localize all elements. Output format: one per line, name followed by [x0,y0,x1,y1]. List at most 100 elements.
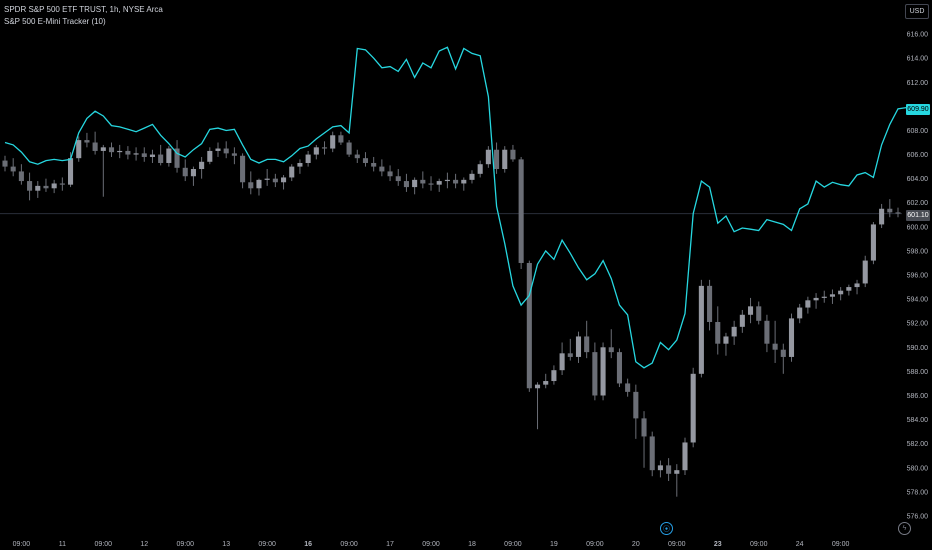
candle-body [117,150,123,153]
candle-body [846,287,852,291]
candle-body [27,181,33,191]
x-tick-label: 11 [59,541,66,548]
candle-body [797,307,803,319]
candle-body [354,154,360,159]
time-axis[interactable]: 09:00 11 09:00 12 09:00 13 09:00 16 09:00 17 09:00… [13,541,850,548]
indicator-legend[interactable]: S&P 500 E-Mini Tracker (10) [4,17,106,26]
y-tick-label: 596.00 [907,273,929,280]
candle-body [272,178,278,183]
candle-body [321,147,328,149]
candle-body [84,140,90,143]
candle-body [256,179,262,189]
current-price-tag: 601.10 [906,210,930,221]
candle-body [780,349,786,357]
candlestick-series [2,131,901,497]
y-tick-label: 592.00 [907,321,929,328]
candle-body [567,353,573,357]
candle-body [870,224,876,261]
candle-body [821,296,827,298]
candle-body [420,179,426,184]
candle-body [281,177,287,183]
x-tick-label: 09:00 [13,541,31,548]
x-tick-label: 23 [714,541,722,548]
candle-body [805,300,811,308]
x-tick-label: 18 [468,541,476,548]
x-tick-label: 09:00 [95,541,113,548]
candle-body [698,285,704,374]
candle-body [715,322,721,344]
candle-body [35,185,41,191]
y-tick-label: 590.00 [907,345,929,352]
candle-body [18,171,24,182]
candle-body [149,154,156,157]
candle-body [199,161,205,170]
candle-body [895,212,901,214]
y-tick-label: 614.00 [907,56,929,63]
candle-body [240,155,246,183]
y-tick-label: 582.00 [907,441,929,448]
x-tick-label: 09:00 [258,541,276,548]
candle-body [338,135,344,143]
candle-body [207,150,213,162]
candle-body [108,147,115,153]
candle-body [469,173,475,180]
candle-body [100,147,106,151]
candle-body [756,306,762,321]
candle-body [731,326,737,337]
candle-body [68,158,74,185]
candle-body [125,150,131,155]
candle-body [838,290,844,295]
candle-body [510,149,516,160]
candle-body [887,208,893,213]
y-tick-label: 578.00 [907,489,929,496]
tracker-last-value-tag: 609.90 [906,104,930,115]
candle-body [829,294,835,297]
symbol-title[interactable]: SPDR S&P 500 ETF TRUST, 1h, NYSE Arca [4,5,163,14]
candle-body [297,162,303,167]
candle-body [59,183,65,185]
candle-body [518,159,524,263]
candle-body [575,336,582,357]
candle-body [190,169,196,177]
candle-body [453,179,459,184]
candle-body [641,418,647,437]
lightning-icon[interactable]: ϟ [898,522,911,535]
candle-body [313,147,319,155]
candle-body [346,142,352,155]
candle-body [248,182,254,189]
x-tick-label: 09:00 [340,541,358,548]
y-tick-label: 588.00 [907,369,929,376]
candle-body [158,154,164,163]
candle-body [494,149,500,170]
candle-body [862,260,868,284]
candle-body [854,283,860,288]
candle-body [403,181,409,188]
x-tick-label: 09:00 [586,541,604,548]
candle-body [215,148,221,151]
candle-body [428,183,434,185]
x-tick-label: 19 [550,541,558,548]
candle-body [764,320,770,344]
candle-body [485,149,491,165]
candle-body [330,135,336,149]
candle-body [362,158,369,163]
y-tick-label: 600.00 [907,224,929,231]
y-tick-label: 606.00 [907,152,929,159]
candle-body [395,176,401,182]
candle-body [559,353,565,371]
calendar-goto-icon[interactable]: ⦿ [660,522,673,535]
candle-body [412,179,418,188]
candle-body [739,314,745,327]
candle-body [657,465,663,471]
candle-body [551,370,557,382]
candle-body [600,347,606,396]
x-tick-label: 20 [632,541,640,548]
y-tick-label: 604.00 [907,176,929,183]
x-tick-label: 24 [796,541,804,548]
y-tick-label: 594.00 [907,297,929,304]
candle-body [608,347,614,353]
candle-body [305,154,311,163]
currency-button[interactable]: USD [905,4,929,19]
x-tick-label: 09:00 [176,541,194,548]
